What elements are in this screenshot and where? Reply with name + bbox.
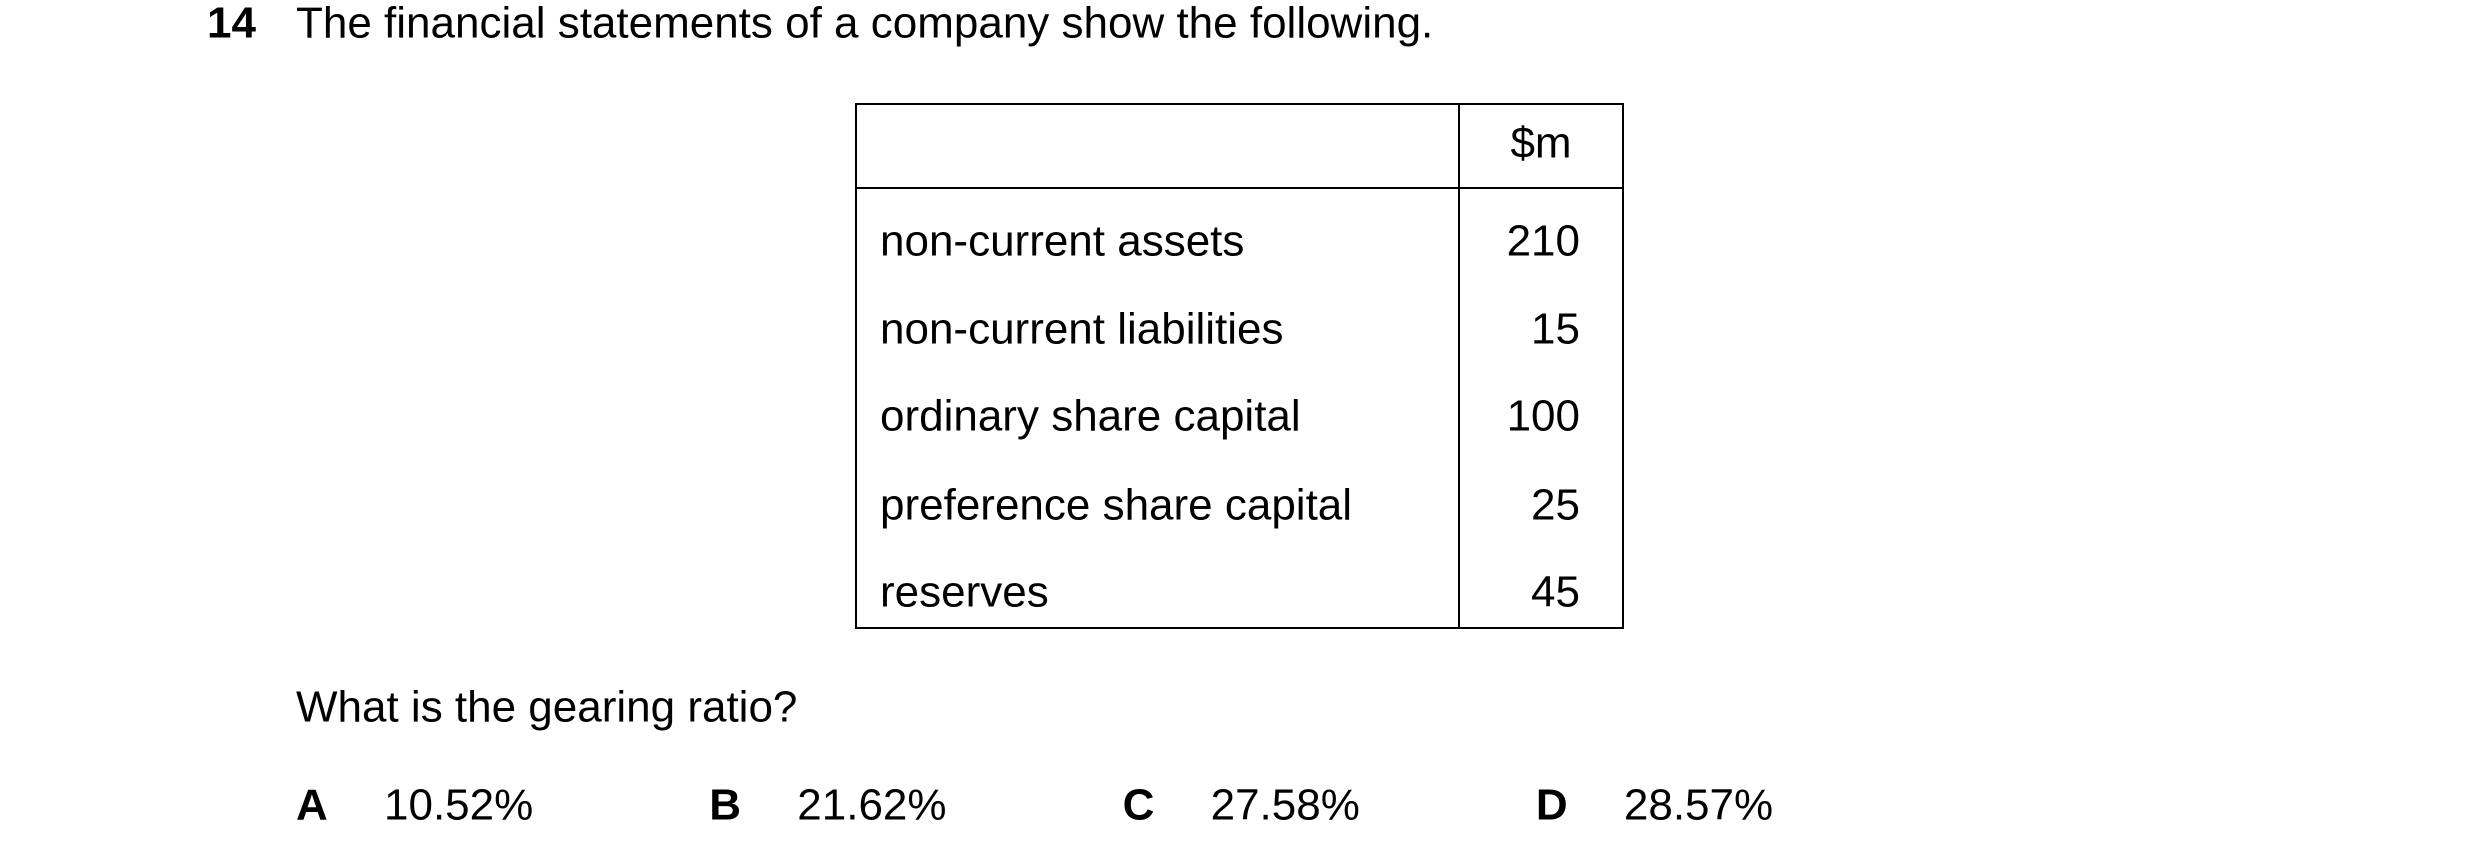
row-label: reserves (880, 568, 1049, 617)
row-value: 210 (1507, 217, 1580, 266)
option-letter: C (1123, 781, 1155, 830)
option-text: 28.57% (1624, 781, 1773, 830)
option-letter: D (1536, 781, 1568, 830)
row-value: 15 (1531, 305, 1580, 354)
row-value: 25 (1531, 481, 1580, 530)
option-text: 10.52% (384, 781, 533, 830)
row-value: 45 (1531, 568, 1580, 617)
option-letter: A (296, 781, 328, 830)
row-label: preference share capital (880, 481, 1352, 530)
row-label: ordinary share capital (880, 392, 1301, 441)
prompt: What is the gearing ratio? (296, 683, 797, 732)
table-border (855, 103, 1624, 629)
option-text: 27.58% (1211, 781, 1360, 830)
option-letter: B (709, 781, 741, 830)
data-table: $m (855, 103, 1624, 629)
row-value: 100 (1507, 392, 1580, 441)
row-label: non-current assets (880, 217, 1244, 266)
option-text: 21.62% (797, 781, 946, 830)
row-label: non-current liabilities (880, 305, 1284, 354)
table-header: $m (1510, 119, 1571, 168)
question-number: 14 (207, 0, 256, 48)
question-text: The financial statements of a company sh… (296, 0, 1433, 48)
